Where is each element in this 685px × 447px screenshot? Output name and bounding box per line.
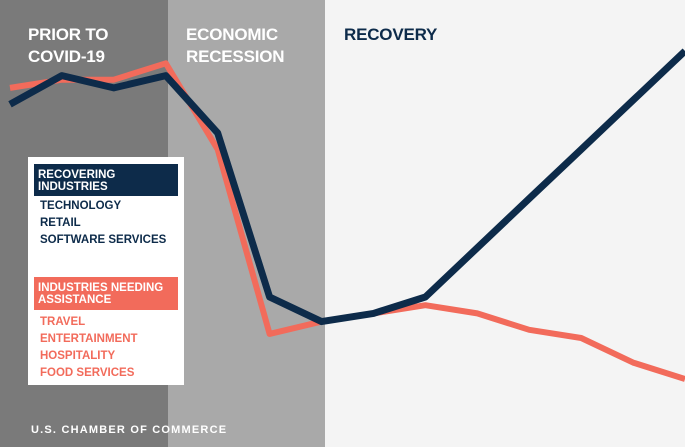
legend-item: HOSPITALITY (40, 350, 116, 362)
phase-label-prior: PRIOR TO COVID-19 (28, 25, 109, 66)
legend: RECOVERING INDUSTRIES TECHNOLOGY RETAIL … (28, 157, 184, 385)
legend-item: ENTERTAINMENT (40, 333, 138, 345)
legend-item: TRAVEL (40, 316, 86, 328)
phase-label-recession: ECONOMIC RECESSION (186, 25, 285, 66)
legend-item: RETAIL (40, 217, 81, 229)
legend-header-needing: INDUSTRIES NEEDING ASSISTANCE (34, 277, 178, 310)
source-credit: U.S. CHAMBER OF COMMERCE (31, 424, 228, 436)
legend-item: SOFTWARE SERVICES (40, 234, 167, 246)
legend-list-recovering: TECHNOLOGY RETAIL SOFTWARE SERVICES (40, 198, 166, 249)
legend-list-needing: TRAVEL ENTERTAINMENT HOSPITALITY FOOD SE… (40, 314, 138, 382)
legend-item: FOOD SERVICES (40, 367, 135, 379)
phase-label-recovery: RECOVERY (344, 25, 438, 44)
series-line-recovering (8, 48, 685, 326)
legend-item: TECHNOLOGY (40, 200, 122, 212)
legend-header-recovering: RECOVERING INDUSTRIES (34, 164, 178, 196)
